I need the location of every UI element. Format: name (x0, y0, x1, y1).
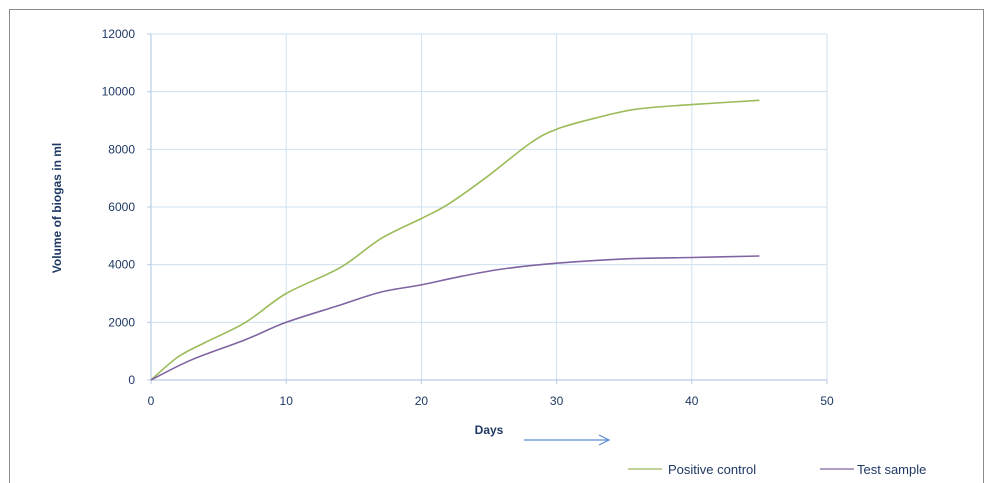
series-layer (150, 99, 760, 381)
y-tick-label: 0 (128, 373, 135, 387)
legend-item-test-sample: Test sample (820, 462, 926, 477)
legend-label-positive-control: Positive control (668, 462, 756, 477)
x-tick-label: 10 (280, 394, 294, 408)
x-tick-label: 0 (148, 394, 155, 408)
arrow-right-icon (524, 434, 611, 446)
grid (151, 33, 828, 380)
legend-label-test-sample: Test sample (857, 462, 926, 477)
x-tick-label: 40 (685, 394, 699, 408)
axes (147, 33, 828, 384)
series-line-positive-control (150, 99, 760, 381)
x-tick-label: 50 (820, 394, 834, 408)
legend: Positive control Test sample (628, 462, 926, 477)
y-axis-title: Volume of biogas in ml (50, 143, 64, 273)
tick-labels: 0 10 20 30 40 50 0 2000 4000 6000 8000 10000 12000 (102, 27, 834, 408)
y-tick-label: 2000 (108, 315, 135, 329)
y-tick-label: 6000 (108, 200, 135, 214)
x-axis-title: Days (475, 423, 504, 437)
legend-item-positive-control: Positive control (628, 462, 756, 477)
chart-frame (9, 9, 984, 483)
y-tick-label: 12000 (102, 27, 136, 41)
y-tick-label: 10000 (102, 85, 136, 99)
y-tick-label: 8000 (108, 142, 135, 156)
series-line-test-sample (150, 255, 760, 381)
x-tick-label: 30 (550, 394, 564, 408)
y-tick-label: 4000 (108, 258, 135, 272)
x-tick-label: 20 (415, 394, 429, 408)
